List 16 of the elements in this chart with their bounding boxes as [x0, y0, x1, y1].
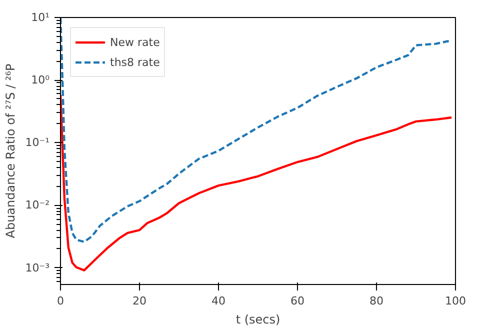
line-series	[60, 94, 453, 272]
x-tick-label: 0	[57, 294, 64, 308]
y-tick-label: 10⁻²	[25, 198, 50, 212]
x-tick-label: 40	[212, 294, 226, 308]
x-tick-label: 20	[132, 294, 146, 308]
y-axis-title: Abuandance Ratio of ²⁷S / ²⁶P	[3, 64, 18, 238]
legend-label: ths8 rate	[110, 56, 160, 68]
x-tick-label: 80	[370, 294, 384, 308]
x-tick-label: 100	[445, 294, 466, 308]
x-tick-label: 60	[290, 294, 304, 308]
y-tick-label: 10⁰	[31, 74, 50, 87]
y-tick-label: 10⁻³	[25, 261, 50, 274]
y-tick-label: 10⁻¹	[25, 136, 50, 150]
x-axis-title: t (secs)	[236, 312, 280, 326]
y-tick-label: 10¹	[31, 11, 50, 24]
legend-label: New rate	[110, 36, 160, 48]
